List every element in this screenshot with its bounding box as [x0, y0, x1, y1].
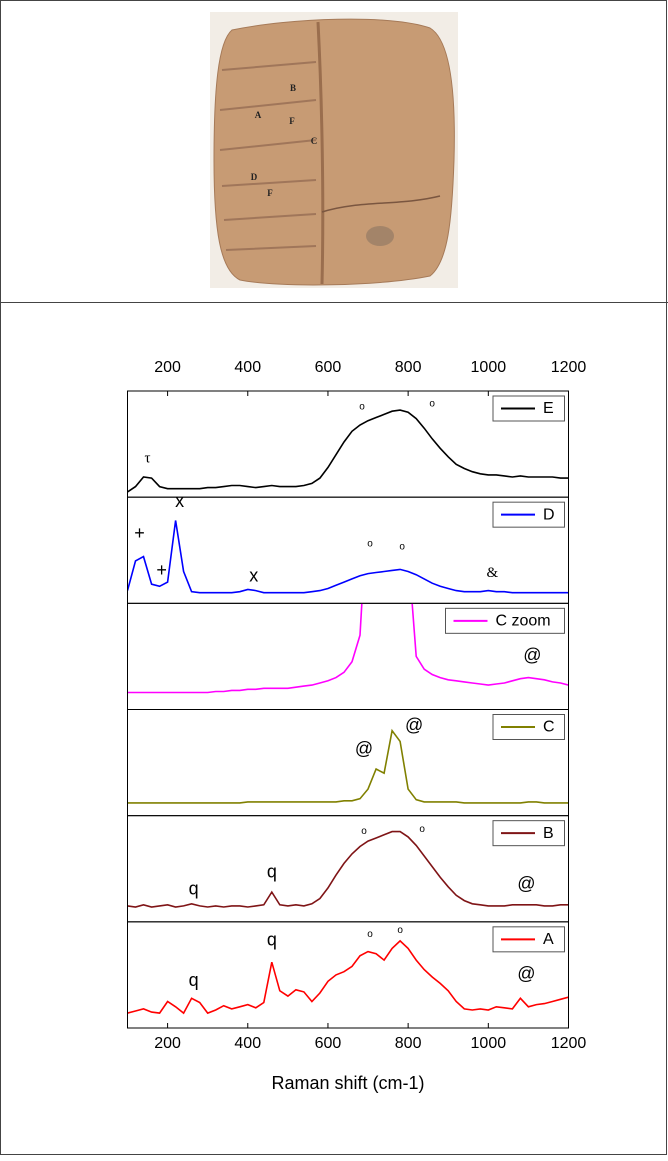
legend-label: B — [543, 825, 554, 842]
spectrum-line — [127, 409, 569, 493]
legend-label: D — [543, 506, 555, 523]
legend-label: E — [543, 400, 554, 417]
legend-label: A — [543, 931, 554, 948]
x-tick-label: 200 — [154, 359, 181, 376]
crack — [321, 195, 441, 213]
annotation: τ — [145, 450, 151, 466]
x-tick-label: 1000 — [471, 1035, 507, 1052]
x-tick-label: 600 — [315, 1035, 342, 1052]
annotation: x — [175, 491, 184, 511]
annotation: + — [156, 560, 167, 580]
stain — [366, 226, 394, 246]
x-tick-label: 400 — [234, 359, 261, 376]
annotation: o — [419, 824, 425, 835]
legend-label: C zoom — [496, 613, 551, 630]
spectrum-line — [127, 520, 569, 594]
x-tick-label: 600 — [315, 359, 342, 376]
annotation: q — [267, 862, 277, 882]
x-tick-label: 800 — [395, 1035, 422, 1052]
annotation: o — [429, 398, 435, 409]
annotation: @ — [405, 715, 423, 735]
annotation: @ — [523, 645, 541, 665]
spectrum-line — [127, 939, 569, 1015]
cuneiform-rows — [219, 61, 317, 251]
photo — [210, 12, 458, 288]
annotation: @ — [517, 873, 535, 893]
annotation: o — [367, 539, 373, 550]
spectrum-line — [127, 603, 569, 694]
photo-label: C — [311, 136, 318, 146]
annotation: x — [249, 566, 258, 586]
tablet — [213, 18, 455, 286]
annotation: o — [399, 542, 405, 553]
tablet-groove — [316, 21, 325, 285]
annotation: + — [134, 523, 145, 543]
annotation: q — [189, 970, 199, 990]
annotation: o — [361, 826, 367, 837]
photo-label: D — [251, 172, 258, 182]
annotation: q — [267, 930, 277, 950]
spectrum-line — [127, 728, 569, 804]
x-tick-label: 800 — [395, 359, 422, 376]
x-tick-label: 200 — [154, 1035, 181, 1052]
annotation: & — [486, 565, 498, 581]
x-tick-label: 400 — [234, 1035, 261, 1052]
spectrum-line — [127, 830, 569, 908]
panel-frame — [127, 921, 569, 1029]
legend-label: C — [543, 719, 555, 736]
photo-label: B — [290, 83, 296, 93]
x-tick-label: 1200 — [551, 1035, 587, 1052]
x-tick-label: 1200 — [551, 359, 587, 376]
legend-box — [445, 607, 565, 634]
annotation: o — [359, 402, 365, 413]
annotation: @ — [517, 964, 535, 984]
x-tick-label: 1000 — [471, 359, 507, 376]
photo-label: A — [255, 110, 262, 120]
photo-label: F — [289, 116, 295, 126]
annotation: q — [189, 879, 199, 899]
x-axis-label: Raman shift (cm-1) — [271, 1073, 424, 1093]
photo-label: F — [267, 188, 273, 198]
annotation: @ — [355, 739, 373, 759]
annotation: o — [367, 929, 373, 940]
annotation: o — [397, 925, 403, 936]
